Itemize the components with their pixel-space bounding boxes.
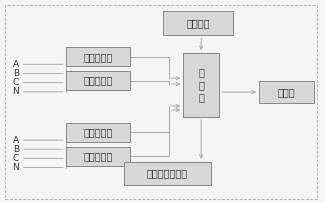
Text: 显示设备: 显示设备: [186, 18, 210, 28]
Text: 与计算机的接口: 与计算机的接口: [147, 168, 188, 178]
Text: B: B: [13, 69, 19, 78]
Text: C: C: [13, 154, 19, 163]
FancyBboxPatch shape: [259, 81, 314, 103]
FancyBboxPatch shape: [66, 71, 130, 90]
FancyBboxPatch shape: [162, 11, 233, 35]
FancyBboxPatch shape: [66, 123, 130, 142]
Text: 处
理
器: 处 理 器: [198, 68, 204, 102]
Text: 电流互感器: 电流互感器: [84, 151, 113, 161]
Text: A: A: [13, 136, 19, 145]
Text: 电流互感器: 电流互感器: [84, 76, 113, 86]
Text: 电压互感器: 电压互感器: [84, 127, 113, 137]
Text: 存储器: 存储器: [278, 87, 295, 97]
Text: A: A: [13, 60, 19, 69]
Text: B: B: [13, 145, 19, 154]
Text: N: N: [13, 163, 19, 172]
FancyBboxPatch shape: [183, 53, 219, 117]
FancyBboxPatch shape: [66, 147, 130, 166]
Text: 电压互感器: 电压互感器: [84, 52, 113, 62]
FancyBboxPatch shape: [66, 47, 130, 66]
Text: N: N: [13, 87, 19, 96]
FancyBboxPatch shape: [124, 162, 211, 185]
Text: C: C: [13, 78, 19, 87]
